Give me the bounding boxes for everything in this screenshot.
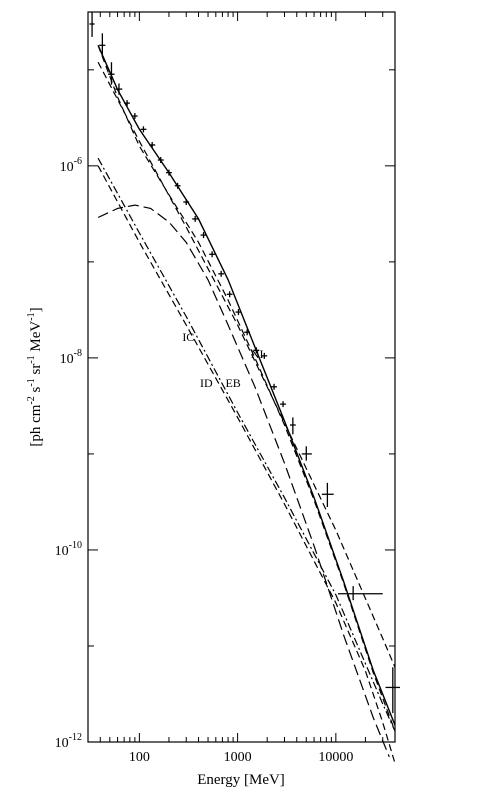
y-tick-label: 10-6 bbox=[60, 156, 82, 175]
axis-ticks bbox=[87, 12, 396, 743]
model-curves bbox=[97, 45, 396, 764]
plot-frame bbox=[87, 11, 396, 743]
x-tick-label: 1000 bbox=[224, 750, 252, 765]
x-axis-title: Energy [MeV] bbox=[197, 772, 285, 788]
annotation-id: ID bbox=[200, 376, 213, 390]
annotation-eb: EB bbox=[225, 376, 240, 390]
x-tick-label: 100 bbox=[129, 750, 150, 765]
series-line-long-dashed bbox=[97, 204, 390, 758]
curve-annotations: IC NI ID EB bbox=[182, 330, 263, 390]
series-line-dashed bbox=[97, 45, 396, 732]
tick-labels: 100 1000 10000 10-6 10-8 10-10 10-12 bbox=[55, 156, 354, 765]
annotation-ni: NI bbox=[251, 347, 264, 361]
series-line-eb bbox=[97, 165, 396, 764]
series-line-ic bbox=[97, 61, 396, 668]
annotation-ic: IC bbox=[182, 330, 194, 344]
series-line-id bbox=[97, 157, 396, 732]
data-points bbox=[89, 12, 401, 714]
series-line-solid bbox=[97, 45, 396, 726]
y-axis-title: [ph cm-2 s-1 sr-1 MeV-1] bbox=[26, 307, 44, 446]
y-tick-label: 10-8 bbox=[60, 348, 82, 367]
x-tick-label: 10000 bbox=[318, 750, 353, 765]
y-tick-label: 10-10 bbox=[55, 540, 82, 559]
y-tick-label: 10-12 bbox=[55, 732, 82, 751]
